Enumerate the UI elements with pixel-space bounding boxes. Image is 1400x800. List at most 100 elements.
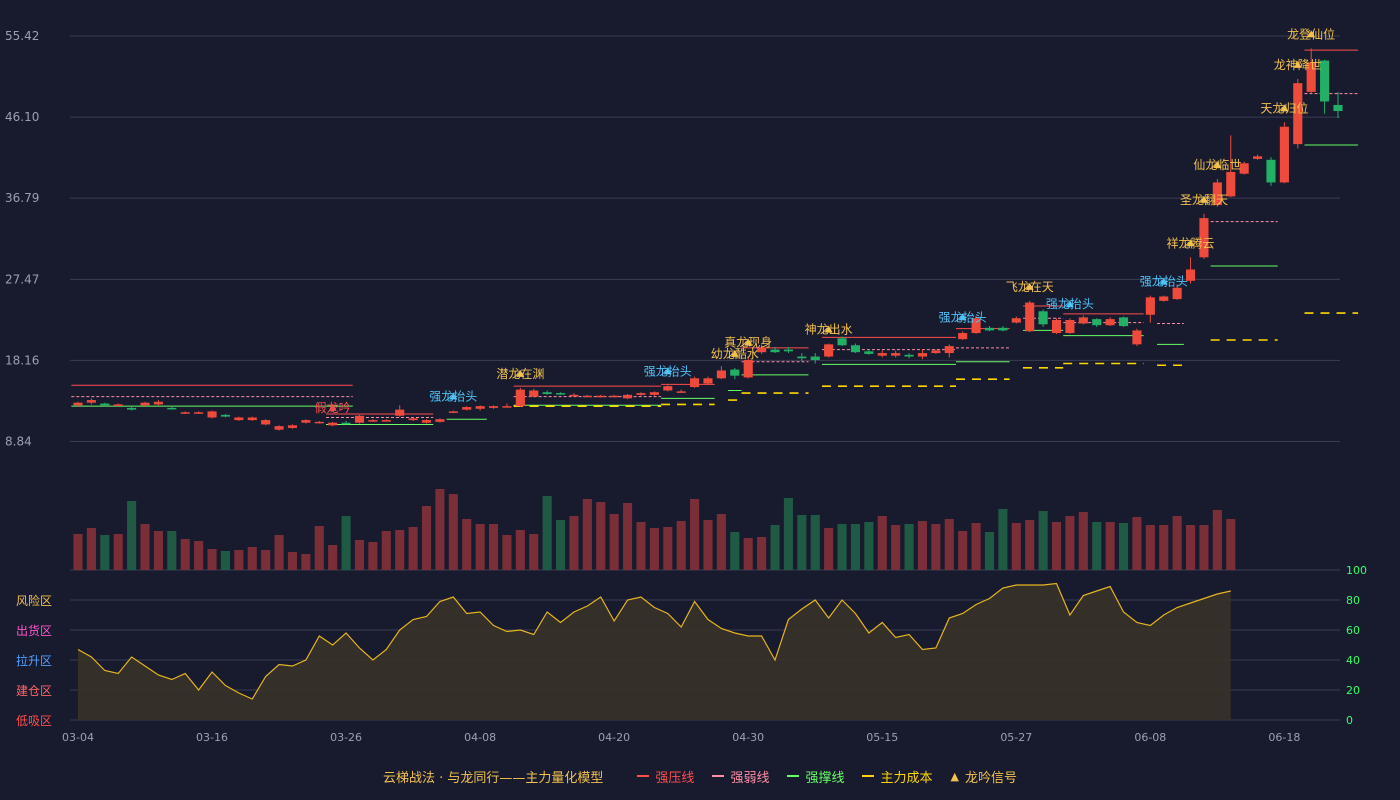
signal-triangle-icon (449, 392, 458, 400)
volume-bar (153, 531, 163, 570)
candle-body (261, 420, 271, 425)
candle-body (448, 411, 458, 413)
signal-triangle-icon (1065, 300, 1074, 308)
triangle-icon: ▲ (950, 769, 959, 783)
volume-bar (475, 524, 485, 570)
volume-bar (368, 542, 378, 570)
candle-body (421, 420, 432, 423)
volume-bar (824, 528, 834, 570)
candle-body (1253, 156, 1263, 159)
osc-tick-label: 40 (1346, 654, 1360, 667)
candle-body (153, 401, 163, 405)
candle-body (180, 412, 190, 414)
candle-body (86, 400, 96, 403)
candle-body (649, 392, 659, 395)
osc-tick-label: 20 (1346, 684, 1360, 697)
signal-triangle-icon (1307, 30, 1316, 38)
volume-bar (1105, 522, 1115, 570)
volume-bar (73, 534, 83, 570)
volume-bar (703, 520, 713, 570)
candle-body (1038, 311, 1048, 325)
volume-bar (100, 535, 110, 570)
osc-tick-label: 60 (1346, 624, 1360, 637)
price-tick-label: 46.10 (5, 110, 39, 124)
volume-bar (421, 506, 432, 570)
price-tick-label: 8.84 (5, 435, 32, 449)
volume-bar (743, 538, 753, 570)
candle-body (783, 349, 793, 352)
candle-body (891, 353, 901, 356)
volume-bar (757, 537, 767, 570)
candle-body (958, 333, 968, 340)
candle-body (609, 395, 619, 398)
legend-swatch-strong-resist (637, 775, 650, 777)
candle-body (314, 421, 324, 424)
candle-body (743, 360, 753, 378)
price-tick-label: 27.47 (5, 272, 39, 286)
volume-bar (435, 489, 445, 570)
candle-body (73, 402, 83, 406)
volume-bar (1092, 522, 1102, 570)
volume-bar (904, 524, 914, 570)
candle-body (1132, 330, 1142, 345)
candle-body (1145, 297, 1155, 315)
legend-swatch-cost (862, 775, 875, 777)
candle-body (1025, 302, 1035, 332)
candle-body (850, 345, 861, 353)
osc-tick-label: 100 (1346, 564, 1367, 577)
candle-body (542, 392, 552, 394)
volume-bar (1172, 516, 1182, 570)
candle-body (529, 390, 539, 397)
candle-body (354, 415, 365, 423)
volume-bar (287, 552, 298, 570)
volume-bar (234, 550, 244, 570)
osc-zone-label: 风险区 (16, 593, 52, 608)
candle-body (1172, 287, 1182, 300)
volume-bar (716, 514, 726, 570)
volume-bar (1132, 517, 1142, 570)
legend-title: 云梯战法 · 与龙同行——主力量化模型 (383, 770, 604, 786)
candle-body (475, 406, 485, 409)
candle-body (1279, 126, 1289, 183)
volume-bar (113, 534, 123, 570)
legend-label: 主力成本 (880, 770, 933, 786)
candle-body (1105, 319, 1115, 326)
volume-bar (502, 535, 512, 570)
candle-body (381, 420, 391, 422)
volume-bar (207, 549, 217, 570)
volume-bar (328, 545, 338, 570)
candle-body (167, 407, 177, 410)
date-tick-label: 06-18 (1268, 731, 1300, 744)
candle-body (435, 419, 445, 422)
legend-swatch-weak-resist (712, 775, 725, 777)
volume-bar (86, 528, 96, 570)
candle-body (140, 402, 150, 406)
volume-bar (837, 524, 847, 570)
volume-bar (247, 547, 257, 570)
date-tick-label: 03-26 (330, 731, 362, 744)
signal-triangle-icon (1199, 195, 1208, 203)
volume-bar (261, 550, 271, 570)
candle-body (690, 378, 700, 388)
volume-bar (891, 525, 901, 570)
candle-body (395, 409, 405, 416)
signal-triangle-icon (1280, 104, 1289, 112)
candle-body (582, 395, 592, 398)
signal-triangle-icon (730, 349, 739, 357)
signal-triangle-icon (1186, 239, 1195, 247)
volume-bar (971, 523, 981, 570)
candle-body (864, 351, 874, 354)
signal-layer: 假龙吟强龙抬头潜龙在渊强龙抬头幼龙酷水真龙现身神龙出水强龙抬头飞龙在天强龙抬头强… (315, 26, 1336, 414)
chart-legend: 云梯战法 · 与龙同行——主力量化模型 强压线 强弱线 强撑线 主力成本 ▲ 龙… (0, 764, 1400, 788)
candle-body (824, 344, 834, 357)
candle-body (207, 411, 217, 418)
candle-body (1212, 182, 1222, 206)
volume-bar (1185, 525, 1196, 570)
candle-body (247, 417, 257, 421)
volume-bar (542, 496, 552, 570)
candle-body (488, 406, 499, 408)
signal-triangle-icon (744, 338, 753, 346)
volume-bar (730, 532, 740, 570)
candle-body (234, 417, 244, 421)
candle-body (797, 356, 807, 359)
